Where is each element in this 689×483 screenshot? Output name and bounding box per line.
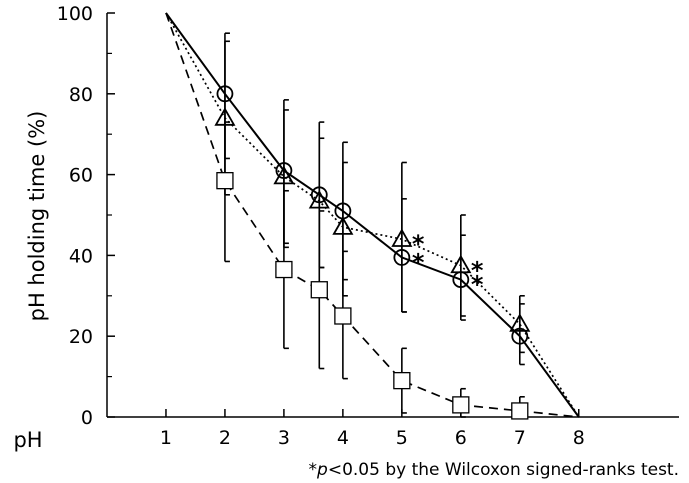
axes: 0 20 40 60 80 100 1 2 3 4 5 6 7 8 — [57, 3, 679, 449]
circle-marker — [334, 202, 352, 220]
circle-marker — [216, 85, 234, 103]
y-tick-label: 100 — [57, 3, 93, 25]
square-marker — [334, 307, 352, 325]
triangle-marker — [308, 190, 330, 209]
y-tick-label: 20 — [69, 326, 93, 348]
x-tick-label: 5 — [396, 427, 408, 449]
series-line-square — [165, 12, 579, 418]
triangle-marker — [391, 228, 413, 247]
circle-marker — [310, 186, 328, 204]
triangle-marker — [332, 216, 354, 235]
x-tick-label: 8 — [573, 427, 585, 449]
circle-marker — [275, 162, 293, 179]
circle-marker — [452, 271, 470, 289]
triangle-marker — [273, 165, 295, 185]
square-marker — [275, 260, 293, 279]
significance-star: * — [412, 230, 425, 258]
y-tick-label: 0 — [81, 407, 93, 429]
triangle-marker — [214, 107, 236, 126]
significance-star: * — [412, 248, 425, 276]
y-tick-label: 60 — [69, 165, 93, 187]
triangle-marker — [509, 313, 531, 332]
x-tick-label: 3 — [278, 427, 290, 449]
series-lines — [165, 12, 580, 418]
y-axis-title: pH holding time (%) — [25, 111, 49, 322]
significance-stars: **** — [412, 230, 484, 298]
footnote-italic: p — [316, 460, 328, 480]
x-axis-title: pH — [13, 428, 42, 452]
y-tick-label: 40 — [69, 245, 93, 267]
x-tick-label: 4 — [337, 427, 349, 449]
footnote: *p<0.05 by the Wilcoxon signed-ranks tes… — [309, 460, 679, 480]
x-tick-label: 7 — [514, 427, 526, 449]
series-line-circle — [165, 12, 580, 418]
footnote-text: <0.05 by the Wilcoxon signed-ranks test. — [328, 460, 679, 480]
triangle-marker — [450, 254, 472, 274]
circle-marker — [393, 249, 411, 266]
footnote-star: * — [309, 460, 318, 480]
x-tick-label: 1 — [160, 427, 172, 449]
significance-star: * — [471, 271, 484, 299]
series-markers — [214, 85, 531, 420]
error-bars — [224, 32, 525, 418]
circle-marker — [511, 327, 529, 345]
x-tick-label: 2 — [219, 427, 231, 449]
x-tick-label: 6 — [455, 427, 467, 449]
square-marker — [393, 371, 411, 390]
square-marker — [310, 281, 328, 299]
y-tick-label: 80 — [69, 84, 93, 106]
significance-star: * — [471, 257, 484, 285]
series-line-triangle — [165, 12, 580, 418]
square-marker — [452, 396, 470, 414]
square-marker — [511, 402, 529, 420]
square-marker — [216, 172, 234, 190]
